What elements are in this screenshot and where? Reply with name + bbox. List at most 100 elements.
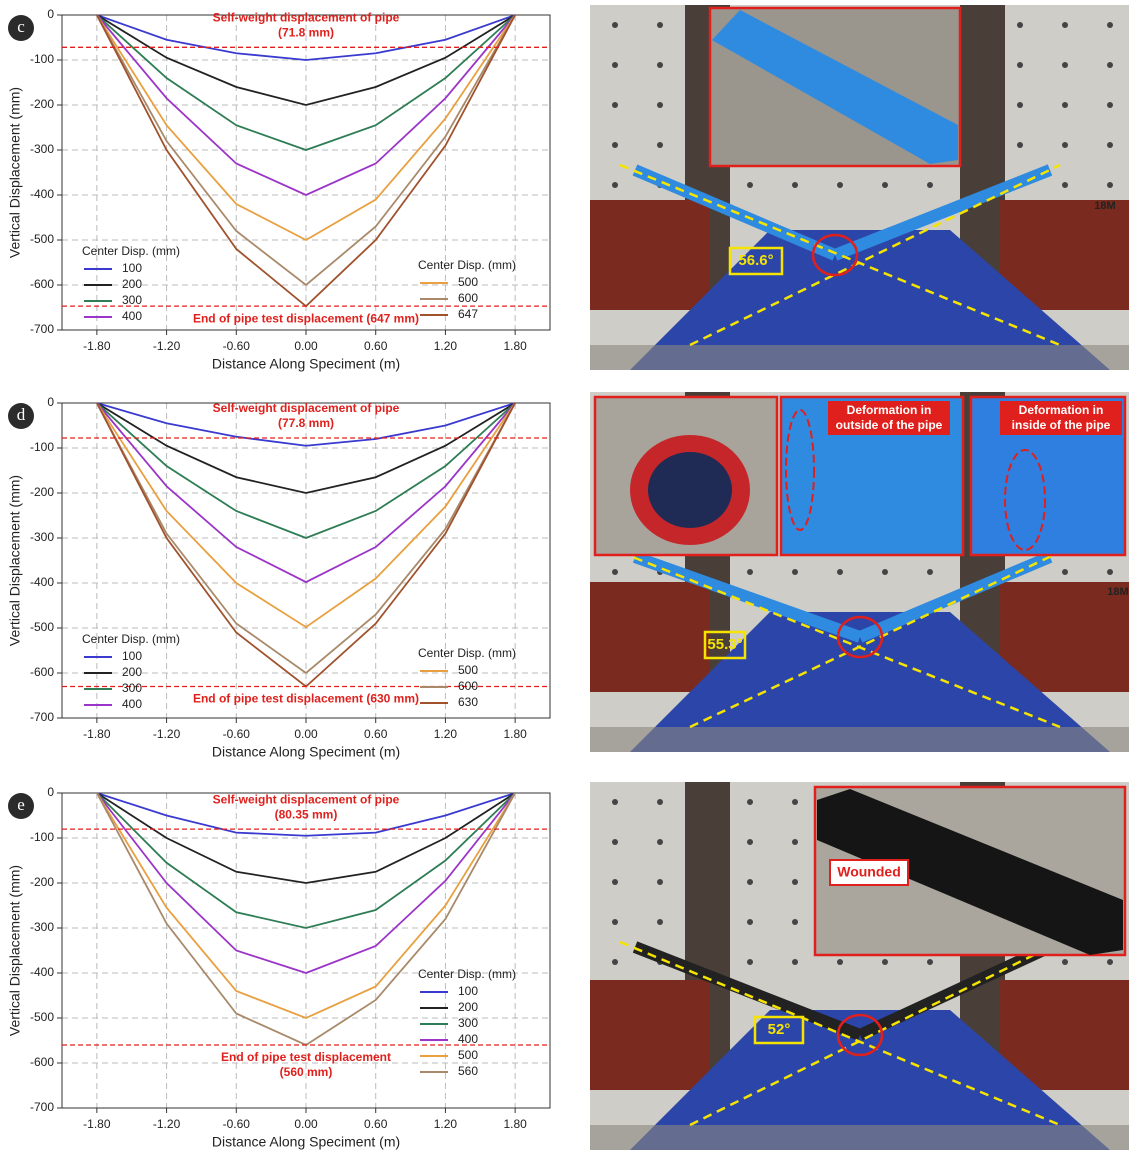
x-tick-label: 1.20 bbox=[434, 1117, 458, 1131]
y-tick-label: -100 bbox=[30, 52, 54, 66]
y-tick-label: -700 bbox=[30, 1100, 54, 1114]
y-tick-label: -500 bbox=[30, 232, 54, 246]
wall-hole bbox=[882, 182, 888, 188]
wall-hole bbox=[1017, 62, 1023, 68]
x-tick-label: -1.80 bbox=[83, 339, 111, 353]
wall-hole bbox=[1017, 22, 1023, 28]
callout-label: outside of the pipe bbox=[836, 418, 943, 432]
legend-label: 500 bbox=[458, 663, 478, 677]
x-tick-label: 1.80 bbox=[503, 1117, 527, 1131]
legend-label: 100 bbox=[122, 649, 142, 663]
wall-hole bbox=[612, 22, 618, 28]
y-tick-label: 0 bbox=[47, 395, 54, 409]
legend-title: Center Disp. (mm) bbox=[418, 646, 516, 660]
x-axis-title: Distance Along Speciment (m) bbox=[212, 744, 400, 760]
y-tick-label: -300 bbox=[30, 530, 54, 544]
wall-hole bbox=[882, 959, 888, 965]
wall-hole bbox=[612, 62, 618, 68]
y-tick-label: -400 bbox=[30, 187, 54, 201]
x-axis-title: Distance Along Speciment (m) bbox=[212, 356, 400, 372]
legend-label: 100 bbox=[122, 261, 142, 275]
floor bbox=[590, 1125, 1129, 1150]
legend-label: 500 bbox=[458, 1048, 478, 1062]
x-tick-label: -1.20 bbox=[153, 1117, 181, 1131]
y-tick-label: -600 bbox=[30, 277, 54, 291]
wall-hole bbox=[1062, 959, 1068, 965]
wall-hole bbox=[1107, 102, 1113, 108]
callout-label: Deformation in bbox=[847, 403, 932, 417]
panel-label: d bbox=[17, 405, 26, 424]
wall-hole bbox=[1017, 142, 1023, 148]
x-tick-label: 0.00 bbox=[294, 339, 318, 353]
reference-label: Self-weight displacement of pipe bbox=[213, 792, 400, 806]
pipe-end-inner bbox=[648, 452, 732, 528]
legend-label: 300 bbox=[458, 1016, 478, 1030]
y-tick-label: -100 bbox=[30, 830, 54, 844]
angle-label: 52° bbox=[768, 1021, 791, 1038]
panel-label: e bbox=[17, 795, 25, 814]
legend-label: 560 bbox=[458, 1064, 478, 1078]
reference-label: End of pipe test displacement (647 mm) bbox=[193, 311, 419, 325]
wall-hole bbox=[612, 142, 618, 148]
wall-hole bbox=[747, 919, 753, 925]
legend-label: 300 bbox=[122, 681, 142, 695]
callout-label: Wounded bbox=[837, 864, 901, 880]
wall-hole bbox=[927, 959, 933, 965]
wall-hole bbox=[747, 959, 753, 965]
wall-hole bbox=[747, 879, 753, 885]
legend-title: Center Disp. (mm) bbox=[418, 258, 516, 272]
wall-hole bbox=[1062, 62, 1068, 68]
y-tick-label: -500 bbox=[30, 1010, 54, 1024]
legend-title: Center Disp. (mm) bbox=[82, 632, 180, 646]
reference-label: End of pipe test displacement bbox=[221, 1050, 391, 1064]
wall-hole bbox=[657, 919, 663, 925]
legend-label: 600 bbox=[458, 291, 478, 305]
x-tick-label: -1.20 bbox=[153, 339, 181, 353]
x-tick-label: 0.00 bbox=[294, 1117, 318, 1131]
x-tick-label: 1.20 bbox=[434, 339, 458, 353]
x-tick-label: -0.60 bbox=[223, 1117, 251, 1131]
wall-hole bbox=[612, 182, 618, 188]
photo: Wounded 52° bbox=[590, 782, 1129, 1150]
wall-hole bbox=[792, 569, 798, 575]
wall-hole bbox=[1107, 22, 1113, 28]
legend-title: Center Disp. (mm) bbox=[82, 244, 180, 258]
y-tick-label: 0 bbox=[47, 7, 54, 21]
y-tick-label: -500 bbox=[30, 620, 54, 634]
x-tick-label: -0.60 bbox=[223, 339, 251, 353]
x-tick-label: 1.20 bbox=[434, 727, 458, 741]
angle-label: 56.6° bbox=[738, 252, 773, 269]
floor bbox=[590, 727, 1129, 752]
legend-title: Center Disp. (mm) bbox=[418, 967, 516, 981]
wall-hole bbox=[1107, 62, 1113, 68]
legend-label: 200 bbox=[458, 1000, 478, 1014]
x-tick-label: 0.60 bbox=[364, 1117, 388, 1131]
wall-hole bbox=[1062, 182, 1068, 188]
wall-hole bbox=[1107, 182, 1113, 188]
x-tick-label: -1.80 bbox=[83, 1117, 111, 1131]
wall-hole bbox=[747, 569, 753, 575]
wall-hole bbox=[1107, 959, 1113, 965]
x-tick-label: -0.60 bbox=[223, 727, 251, 741]
y-tick-label: 0 bbox=[47, 785, 54, 799]
chart: e0-100-200-300-400-500-600-700-1.80-1.20… bbox=[7, 785, 550, 1150]
y-tick-label: -200 bbox=[30, 875, 54, 889]
legend-label: 200 bbox=[122, 277, 142, 291]
wall-hole bbox=[1107, 569, 1113, 575]
reference-label: Self-weight displacement of pipe bbox=[213, 401, 400, 415]
wall-hole bbox=[1062, 102, 1068, 108]
y-tick-label: -700 bbox=[30, 322, 54, 336]
y-tick-label: -200 bbox=[30, 97, 54, 111]
wall-hole bbox=[612, 102, 618, 108]
wall-hole bbox=[1017, 102, 1023, 108]
x-tick-label: 0.60 bbox=[364, 339, 388, 353]
wall-hole bbox=[657, 62, 663, 68]
x-tick-label: 1.80 bbox=[503, 339, 527, 353]
legend-label: 300 bbox=[122, 293, 142, 307]
y-tick-label: -400 bbox=[30, 965, 54, 979]
callout-label: inside of the pipe bbox=[1012, 418, 1111, 432]
legend-label: 630 bbox=[458, 695, 478, 709]
wall-hole bbox=[657, 102, 663, 108]
wall-hole bbox=[792, 959, 798, 965]
legend-label: 647 bbox=[458, 307, 478, 321]
